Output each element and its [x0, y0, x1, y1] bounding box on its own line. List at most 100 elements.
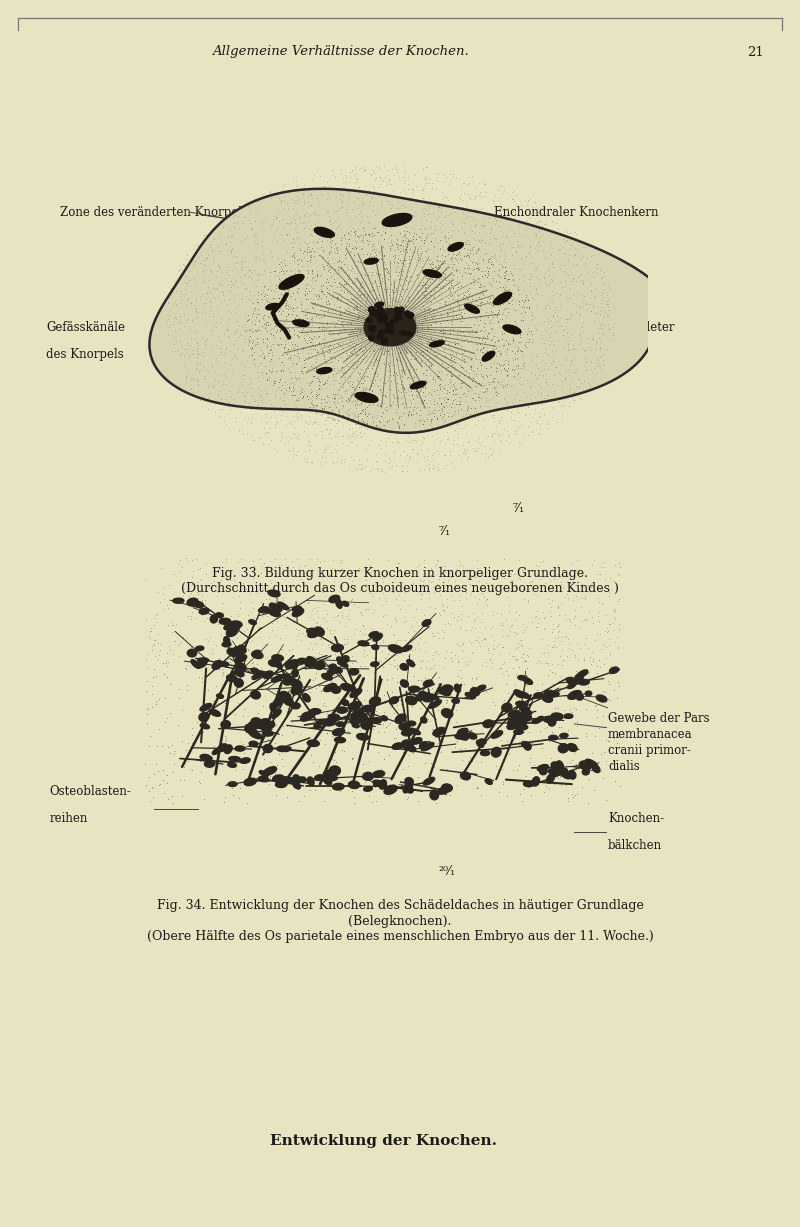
Point [284, 297, 297, 317]
Point [491, 393, 504, 412]
Point [275, 750, 288, 769]
Point [470, 401, 483, 421]
Point [282, 440, 295, 460]
Point [419, 771, 432, 790]
Point [426, 254, 439, 274]
Point [397, 393, 410, 412]
Point [522, 721, 535, 741]
Point [478, 383, 491, 402]
Point [331, 291, 344, 310]
Point [390, 312, 402, 331]
Point [377, 252, 390, 271]
Point [512, 283, 525, 303]
Point [425, 384, 438, 404]
Point [458, 245, 471, 265]
Point [487, 339, 500, 358]
Point [338, 367, 350, 387]
Point [294, 261, 306, 281]
Point [322, 293, 335, 313]
Point [535, 226, 548, 245]
Point [206, 582, 218, 601]
Point [375, 326, 388, 346]
Point [342, 345, 354, 364]
Point [452, 334, 465, 353]
Point [604, 614, 617, 633]
Point [351, 406, 364, 426]
Point [351, 189, 364, 209]
Point [594, 301, 607, 320]
Point [188, 577, 201, 596]
Point [351, 357, 364, 377]
Point [339, 390, 352, 410]
Point [483, 768, 496, 788]
Point [355, 238, 368, 258]
Point [534, 406, 546, 426]
Point [381, 615, 394, 634]
Point [306, 294, 319, 314]
Point [338, 298, 350, 318]
Point [442, 190, 454, 210]
Point [367, 600, 380, 620]
Point [474, 767, 486, 787]
Point [350, 437, 363, 456]
Point [552, 310, 565, 330]
Point [146, 787, 159, 806]
Point [322, 712, 334, 731]
Point [395, 286, 408, 306]
Point [410, 404, 422, 423]
Point [514, 784, 526, 804]
Point [311, 238, 324, 258]
Point [250, 190, 263, 210]
Point [584, 288, 597, 308]
Point [286, 318, 298, 337]
Point [494, 658, 506, 677]
Point [408, 350, 421, 369]
Point [222, 205, 235, 225]
Point [376, 210, 389, 229]
Point [594, 557, 607, 577]
Point [465, 350, 478, 369]
Point [556, 320, 569, 340]
Point [373, 436, 386, 455]
Point [298, 556, 310, 575]
Point [210, 636, 222, 655]
Point [418, 286, 430, 306]
Point [451, 285, 464, 304]
Point [197, 723, 210, 742]
Point [475, 229, 488, 249]
Point [414, 585, 427, 605]
Point [403, 320, 416, 340]
Point [147, 660, 160, 680]
Point [371, 340, 384, 360]
Point [477, 281, 490, 301]
Point [427, 655, 440, 675]
Point [468, 189, 481, 209]
Point [370, 395, 383, 415]
Point [320, 600, 333, 620]
Point [207, 303, 220, 323]
Point [300, 374, 313, 394]
Point [470, 321, 482, 341]
Point [277, 717, 290, 736]
Point [399, 226, 412, 245]
Ellipse shape [281, 674, 290, 679]
Point [498, 310, 511, 330]
Point [390, 237, 403, 256]
Point [166, 314, 179, 334]
Point [368, 661, 381, 681]
Point [186, 252, 199, 271]
Point [472, 260, 485, 280]
Point [278, 314, 290, 334]
Point [265, 189, 278, 209]
Point [292, 279, 305, 298]
Point [410, 255, 422, 275]
Point [282, 304, 294, 324]
Point [386, 182, 399, 201]
Point [351, 252, 364, 271]
Ellipse shape [458, 729, 468, 734]
Point [337, 319, 350, 339]
Point [248, 658, 261, 677]
Point [469, 566, 482, 585]
Point [369, 777, 382, 796]
Point [424, 410, 437, 429]
